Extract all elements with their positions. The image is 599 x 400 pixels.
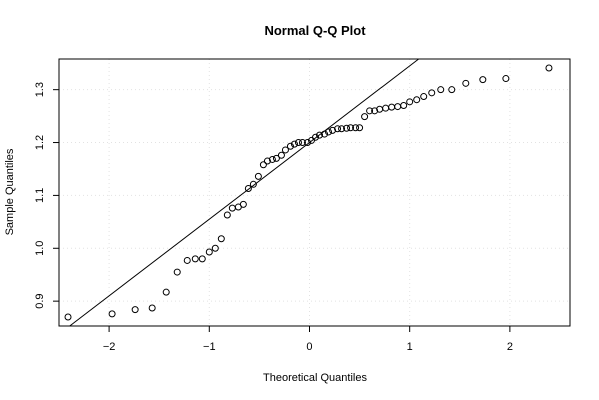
data-point	[223, 211, 231, 219]
data-point	[312, 133, 320, 141]
data-point	[303, 139, 311, 147]
data-point	[394, 103, 402, 111]
data-point	[298, 139, 306, 147]
data-point	[343, 124, 351, 132]
data-point	[502, 75, 510, 83]
data-point	[329, 126, 337, 134]
data-point	[281, 146, 289, 154]
x-tick-label: −1	[203, 341, 216, 353]
data-point	[448, 86, 456, 94]
data-point	[183, 256, 191, 264]
data-point	[338, 125, 346, 133]
data-point	[286, 142, 294, 150]
data-point	[361, 113, 369, 121]
data-point	[263, 157, 271, 165]
x-tick-label: 0	[306, 341, 312, 353]
data-point	[148, 304, 156, 312]
x-axis-label: Theoretical Quantiles	[263, 372, 367, 384]
data-point	[437, 86, 445, 94]
data-point	[211, 244, 219, 252]
data-point	[366, 107, 374, 115]
data-point	[108, 310, 116, 318]
data-point	[290, 140, 298, 148]
data-point	[198, 255, 206, 263]
data-point	[272, 154, 280, 162]
y-tick-label: 0.9	[34, 294, 46, 309]
y-tick-label: 1.0	[34, 241, 46, 256]
data-point	[462, 79, 470, 87]
data-point	[254, 172, 262, 180]
data-point	[173, 268, 181, 276]
y-axis-label: Sample Quantiles	[4, 148, 16, 235]
data-point	[356, 124, 364, 132]
reference-line-group	[69, 58, 419, 327]
data-point	[406, 98, 414, 106]
data-point	[259, 161, 267, 169]
data-point	[228, 204, 236, 212]
data-point	[321, 130, 329, 138]
data-point	[371, 107, 379, 115]
chart-title: Normal Q-Q Plot	[264, 23, 366, 38]
data-point	[428, 89, 436, 97]
data-point	[334, 125, 342, 133]
data-point	[388, 103, 396, 111]
data-point	[545, 64, 553, 72]
data-point	[205, 248, 213, 256]
grid	[59, 59, 570, 326]
reference-line	[69, 58, 419, 327]
data-point	[420, 93, 428, 101]
data-point	[352, 124, 360, 132]
data-point	[191, 255, 199, 263]
data-point	[413, 96, 421, 104]
y-tick-label: 1.2	[34, 135, 46, 150]
data-point	[382, 104, 390, 112]
data-point	[316, 131, 324, 139]
data-points	[64, 64, 553, 321]
x-tick-label: 2	[507, 341, 513, 353]
x-tick-label: 1	[407, 341, 413, 353]
data-point	[217, 235, 225, 243]
data-point	[131, 306, 139, 314]
data-point	[249, 180, 257, 188]
x-tick-label: −2	[103, 341, 116, 353]
x-axis: −2 −1 0 1 2	[103, 326, 513, 353]
y-tick-label: 1.3	[34, 82, 46, 97]
data-point	[64, 313, 72, 321]
data-point	[325, 128, 333, 136]
data-point	[479, 76, 487, 84]
y-tick-label: 1.1	[34, 188, 46, 203]
data-point	[162, 288, 170, 296]
data-point	[268, 155, 276, 163]
data-point	[277, 151, 285, 159]
data-point	[347, 124, 355, 132]
plot-frame	[58, 58, 571, 327]
data-point	[239, 200, 247, 208]
y-axis: 0.9 1.0 1.1 1.2 1.3	[34, 82, 59, 309]
data-point	[400, 102, 408, 110]
data-point	[244, 185, 252, 193]
data-point	[294, 139, 302, 147]
